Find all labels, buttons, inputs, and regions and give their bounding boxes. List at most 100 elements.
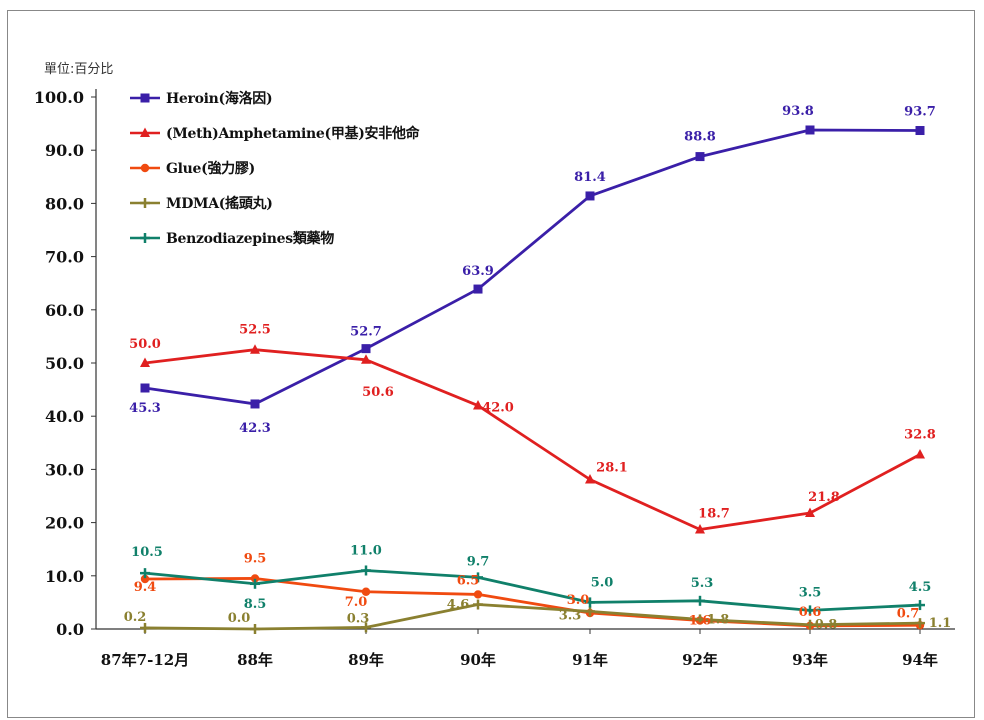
series-line — [144, 128, 921, 406]
data-label: 88.8 — [684, 130, 716, 145]
legend-label: (Meth)Amphetamine(甲基)安非他命 — [166, 125, 420, 142]
data-point — [140, 574, 150, 584]
data-label: 9.7 — [467, 554, 490, 569]
x-tick-label: 90年 — [460, 651, 496, 669]
legend-item: MDMA(搖頭丸) — [128, 191, 419, 214]
data-label: 45.3 — [129, 401, 161, 416]
x-tick-label: 89年 — [348, 651, 384, 669]
data-point — [140, 163, 150, 172]
legend-marker — [130, 127, 160, 137]
data-point — [915, 126, 925, 136]
data-point — [361, 565, 371, 576]
data-point — [140, 232, 150, 243]
legend-swatch — [128, 126, 162, 140]
data-point — [361, 587, 371, 596]
data-point — [473, 284, 483, 294]
data-label: 21.8 — [808, 490, 840, 505]
data-point — [473, 572, 483, 583]
series-markers — [140, 125, 925, 634]
y-tick-label: 80.0 — [45, 194, 84, 213]
legend-marker — [130, 163, 160, 172]
data-label: 1.6 — [689, 613, 712, 628]
data-label: 32.8 — [904, 428, 936, 443]
x-tick-label: 91年 — [572, 651, 608, 669]
x-tick-label: 93年 — [792, 651, 828, 669]
legend-marker — [130, 232, 160, 243]
y-tick-label: 50.0 — [45, 354, 84, 373]
data-label: 81.4 — [574, 170, 606, 185]
data-point — [250, 574, 260, 583]
series-line — [144, 348, 921, 531]
data-point — [805, 125, 815, 135]
legend-swatch — [128, 161, 162, 175]
data-point — [585, 474, 595, 484]
y-tick-label: 20.0 — [45, 514, 84, 533]
data-point — [695, 614, 705, 625]
series-lines — [144, 128, 921, 631]
data-point — [140, 93, 150, 102]
data-label: 5.0 — [591, 575, 614, 590]
data-label: 5.3 — [691, 576, 714, 591]
data-point — [140, 127, 150, 137]
data-point — [140, 622, 150, 633]
data-point — [250, 399, 260, 409]
data-label: 0.7 — [897, 606, 920, 621]
data-point — [361, 622, 371, 633]
data-label: 0.3 — [347, 611, 370, 626]
data-point — [585, 597, 595, 608]
data-point — [915, 449, 925, 459]
data-label: 93.7 — [904, 105, 936, 120]
legend: Heroin(海洛因) (Meth)Amphetamine(甲基)安非他命 Glue… — [128, 86, 420, 261]
data-point — [915, 600, 925, 611]
y-tick-label: 0.0 — [56, 620, 84, 639]
legend-item: (Meth)Amphetamine(甲基)安非他命 — [128, 121, 420, 144]
data-point — [250, 578, 260, 589]
y-tick-label: 100.0 — [34, 88, 84, 107]
legend-swatch — [128, 196, 162, 210]
data-label: 7.0 — [345, 595, 368, 610]
data-label: 18.7 — [698, 507, 730, 522]
data-label: 0.2 — [124, 610, 147, 625]
legend-label: MDMA(搖頭丸) — [166, 195, 273, 212]
data-label: 3.0 — [567, 593, 590, 608]
data-label: 3.5 — [799, 585, 822, 600]
legend-swatch — [128, 231, 162, 245]
legend-item: Glue(強力膠) — [128, 156, 419, 179]
data-label: 9.5 — [244, 551, 267, 566]
data-point — [140, 568, 150, 579]
data-label: 8.5 — [244, 597, 267, 612]
y-tick-label: 10.0 — [45, 567, 84, 586]
data-label: 6.5 — [457, 573, 480, 588]
data-label: 0.6 — [799, 605, 822, 620]
data-point — [250, 344, 260, 354]
legend-marker — [130, 93, 160, 102]
data-point — [805, 619, 815, 630]
legend-label: Benzodiazepines類藥物 — [166, 230, 334, 247]
data-label: 42.0 — [482, 401, 514, 416]
data-point — [250, 624, 260, 634]
data-label: 4.5 — [909, 580, 932, 595]
data-point — [140, 357, 150, 367]
data-label: 1.8 — [707, 612, 730, 627]
y-tick-label: 40.0 — [45, 407, 84, 426]
data-label: 10.5 — [131, 545, 163, 560]
data-point — [695, 524, 705, 534]
x-tick-label: 94年 — [902, 651, 938, 669]
y-tick-label: 30.0 — [45, 460, 84, 479]
data-label: 9.4 — [134, 580, 157, 595]
legend-label: Glue(強力膠) — [166, 160, 255, 177]
data-label: 4.6 — [447, 598, 470, 613]
legend-marker — [130, 197, 160, 208]
data-label: 0.0 — [228, 611, 251, 626]
data-label: 50.0 — [129, 337, 161, 352]
data-point — [361, 344, 371, 354]
data-label: 11.0 — [350, 543, 382, 558]
chart-frame — [7, 10, 975, 718]
data-point — [805, 507, 815, 518]
x-tick-label: 92年 — [682, 651, 718, 669]
data-label: 50.6 — [362, 385, 394, 400]
data-point — [473, 590, 483, 599]
data-point — [915, 618, 925, 629]
series-line — [144, 603, 921, 631]
